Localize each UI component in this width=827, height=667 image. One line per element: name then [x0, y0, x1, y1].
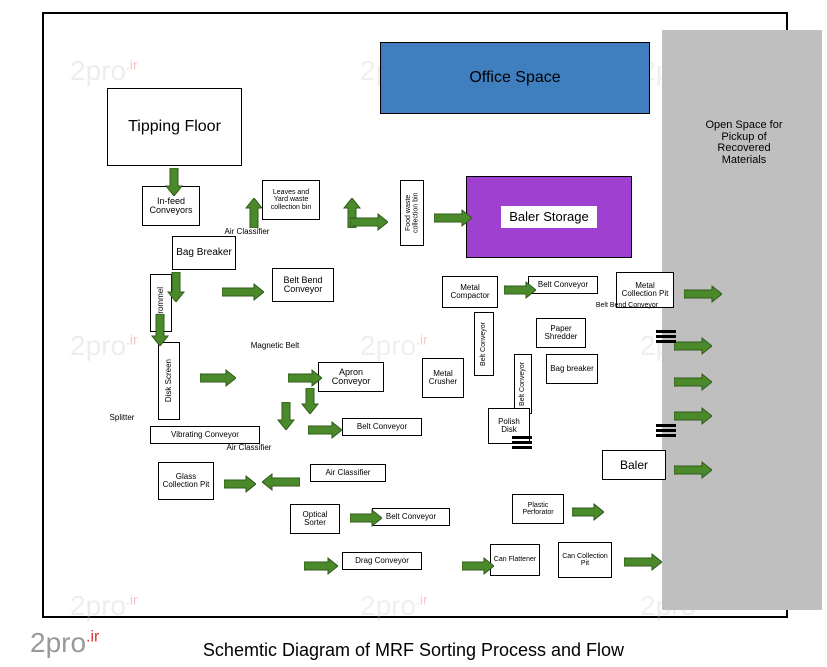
- flow-arrow: [244, 198, 264, 228]
- box-baler: Baler: [602, 450, 666, 480]
- label-air-classifier-1: Air Classifier: [212, 228, 282, 236]
- box-label: Drag Conveyor: [355, 557, 409, 565]
- box-label: In-feed Conveyors: [145, 197, 197, 216]
- box-label: Can Flattener: [494, 556, 536, 563]
- flow-arrow: [350, 508, 382, 528]
- box-metal-compactor: Metal Compactor: [442, 276, 498, 308]
- box-label: Apron Conveyor: [321, 368, 381, 387]
- box-label: Air Classifier: [326, 469, 371, 477]
- box-label: Metal Collection Pit: [619, 282, 671, 299]
- label-magnetic-belt: Magnetic Belt: [240, 342, 310, 350]
- flow-arrow: [288, 368, 322, 388]
- box-label: Vibrating Conveyor: [171, 431, 239, 439]
- box-label: Disk Screen: [165, 359, 173, 402]
- box-vibrating-conveyor: Vibrating Conveyor: [150, 426, 260, 444]
- box-tipping-floor: Tipping Floor: [107, 88, 242, 166]
- box-can-flattener: Can Flattener: [490, 544, 540, 576]
- footer-logo: 2pro.ir: [30, 627, 99, 659]
- label-belt-bend-conv-2: Belt Bend Conveyor: [582, 302, 672, 309]
- box-air-classifier-box: Air Classifier: [310, 464, 386, 482]
- box-label: Belt Conveyor: [519, 362, 526, 406]
- box-belt-conveyor-mid: Belt Conveyor: [342, 418, 422, 436]
- box-label: Belt Conveyor: [480, 322, 487, 366]
- box-belt-conveyor-low: Belt Conveyor: [372, 508, 450, 526]
- diagram-caption: Schemtic Diagram of MRF Sorting Process …: [0, 640, 827, 661]
- box-paper-shredder: Paper Shredder: [536, 318, 586, 348]
- box-leaves-bin: Leaves and Yard waste collection bin: [262, 180, 320, 220]
- flow-arrow: [200, 368, 236, 388]
- box-can-collection-pit: Can Collection Pit: [558, 542, 612, 578]
- box-bag-breaker: Bag Breaker: [172, 236, 236, 270]
- box-label: Tipping Floor: [128, 119, 221, 136]
- box-plastic-perforator: Plastic Perforator: [512, 494, 564, 524]
- flow-arrow: [434, 208, 472, 228]
- flow-arrow: [164, 168, 184, 196]
- box-metal-crusher: Metal Crusher: [422, 358, 464, 398]
- flow-arrow: [674, 372, 712, 392]
- box-label: Food waste collection bin: [405, 183, 420, 243]
- box-label: Glass Collection Pit: [161, 473, 211, 490]
- flow-arrow: [150, 314, 170, 346]
- flow-arrow: [276, 402, 296, 430]
- box-label: Baler: [620, 459, 648, 472]
- flow-arrow: [308, 420, 342, 440]
- label-splitter: Splitter: [100, 414, 144, 422]
- flow-arrow: [166, 272, 186, 302]
- stack-icon: [656, 330, 676, 343]
- box-label: Plastic Perforator: [515, 502, 561, 517]
- box-label: Belt Conveyor: [386, 513, 436, 521]
- box-label: Belt Bend Conveyor: [275, 276, 331, 295]
- stack-icon: [656, 424, 676, 437]
- box-label: Baler Storage: [501, 206, 597, 228]
- flow-arrow: [224, 474, 256, 494]
- box-optical-sorter: Optical Sorter: [290, 504, 340, 534]
- box-disk-screen: Disk Screen: [158, 342, 180, 420]
- label-open-space-label: Open Space for Pickup of Recovered Mater…: [694, 120, 794, 166]
- flow-arrow: [674, 406, 712, 426]
- box-baler-storage: Baler Storage: [466, 176, 632, 258]
- box-label: Optical Sorter: [293, 511, 337, 528]
- flow-arrow: [684, 284, 722, 304]
- box-label: Polish Disk: [491, 418, 527, 435]
- box-food-bin: Food waste collection bin: [400, 180, 424, 246]
- box-belt-conveyor-vert: Belt Conveyor: [474, 312, 494, 376]
- flow-arrow: [674, 336, 712, 356]
- box-label: Leaves and Yard waste collection bin: [265, 189, 317, 211]
- flow-arrow: [350, 212, 388, 232]
- box-label: Can Collection Pit: [561, 553, 609, 568]
- box-glass-collection-pit: Glass Collection Pit: [158, 462, 214, 500]
- flow-arrow: [674, 460, 712, 480]
- box-label: Metal Compactor: [445, 284, 495, 301]
- box-open-space: [662, 30, 822, 610]
- stack-icon: [512, 436, 532, 449]
- box-belt-conveyor-top: Belt Conveyor: [528, 276, 598, 294]
- box-bag-breaker-2: Bag breaker: [546, 354, 598, 384]
- box-label: Office Space: [469, 70, 560, 87]
- flow-arrow: [462, 556, 494, 576]
- box-label: Paper Shredder: [539, 325, 583, 342]
- box-office-space: Office Space: [380, 42, 650, 114]
- box-drag-conveyor: Drag Conveyor: [342, 552, 422, 570]
- box-label: Bag breaker: [550, 365, 594, 373]
- flow-arrow: [624, 552, 662, 572]
- flow-arrow: [304, 556, 338, 576]
- flow-arrow: [572, 502, 604, 522]
- flow-arrow: [262, 472, 300, 492]
- flow-arrow: [300, 388, 320, 414]
- box-label: Belt Conveyor: [357, 423, 407, 431]
- box-apron-conveyor: Apron Conveyor: [318, 362, 384, 392]
- flow-arrow: [504, 280, 536, 300]
- box-belt-bend-conveyor: Belt Bend Conveyor: [272, 268, 334, 302]
- label-air-classifier-2: Air Classifier: [214, 444, 284, 452]
- box-label: Metal Crusher: [425, 370, 461, 387]
- flow-arrow: [222, 282, 264, 302]
- box-label: Bag Breaker: [176, 248, 232, 259]
- box-belt-conveyor-vert2: Belt Conveyor: [514, 354, 532, 414]
- box-label: Belt Conveyor: [538, 281, 588, 289]
